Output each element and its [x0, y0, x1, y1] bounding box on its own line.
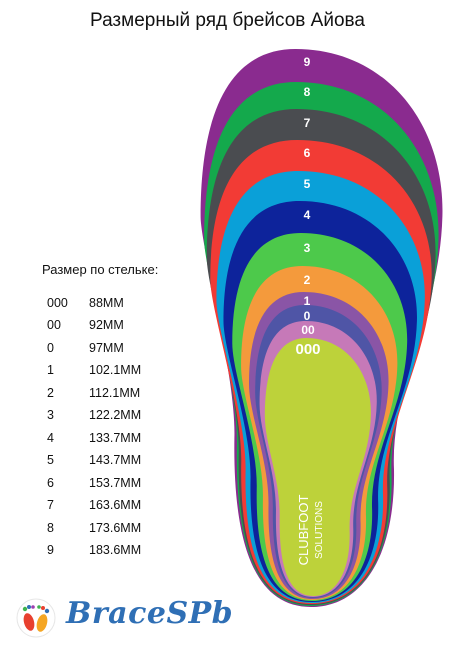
stamp-line-1: CLUBFOOT — [296, 495, 311, 566]
clubfoot-solutions-stamp: CLUBFOOT SOLUTIONS — [296, 495, 325, 566]
insole-size-label-2: 2 — [304, 273, 311, 287]
insole-size-label-5: 5 — [304, 177, 311, 191]
insole-size-label-8: 8 — [304, 85, 311, 99]
size-code: 7 — [47, 498, 54, 512]
size-length: 112.1MM — [89, 386, 141, 400]
size-code: 1 — [47, 363, 54, 377]
size-code: 6 — [47, 476, 54, 490]
insole-size-label-3: 3 — [304, 241, 311, 255]
insole-size-label-00: 00 — [301, 323, 315, 337]
insole-size-label-0: 0 — [304, 309, 311, 323]
insole-size-label-4: 4 — [304, 208, 311, 222]
size-length: 153.7MM — [89, 476, 142, 490]
insole-size-label-9: 9 — [304, 55, 311, 69]
size-code: 4 — [47, 431, 54, 445]
size-code: 5 — [47, 453, 54, 467]
size-code: 000 — [47, 296, 68, 310]
size-code: 8 — [47, 521, 54, 535]
size-code: 9 — [47, 543, 54, 557]
size-length: 97MM — [89, 341, 124, 355]
size-length: 88MM — [89, 296, 124, 310]
insole-size-label-7: 7 — [304, 116, 311, 130]
insole-size-label-000: 000 — [295, 341, 320, 358]
insole-size-label-1: 1 — [304, 294, 311, 308]
size-length: 163.6MM — [89, 498, 142, 512]
insole-size-heading: Размер по стельке: — [42, 262, 159, 277]
size-length: 92MM — [89, 318, 124, 332]
insole-outline-size-000 — [264, 338, 371, 596]
size-code: 2 — [47, 386, 54, 400]
size-length: 183.6MM — [89, 543, 142, 557]
size-length: 133.7MM — [89, 431, 142, 445]
size-length: 102.1MM — [89, 363, 142, 377]
brand-logo-text: BraceSPb — [66, 596, 234, 631]
size-code: 00 — [47, 318, 61, 332]
colorful-feet-logo-icon — [16, 598, 56, 638]
stamp-line-2: SOLUTIONS — [314, 501, 325, 559]
insole-size-label-6: 6 — [304, 146, 311, 160]
size-length: 122.2MM — [89, 408, 142, 422]
size-length: 143.7MM — [89, 453, 142, 467]
page-title: Размерный ряд брейсов Айова — [90, 10, 365, 31]
size-length: 173.6MM — [89, 521, 142, 535]
size-code: 3 — [47, 408, 54, 422]
size-code: 0 — [47, 341, 54, 355]
